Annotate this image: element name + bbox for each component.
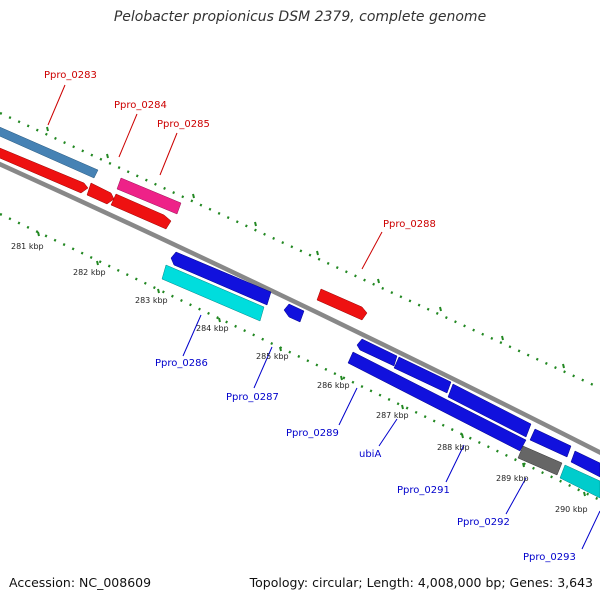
inner-major-tick [583,491,586,497]
gene-label-Ppro_0288[interactable]: Ppro_0288 [383,219,436,230]
inner-tick-track [0,212,600,502]
inner-major-tick [96,260,99,266]
kbp-label: 286 kbp [317,381,350,390]
genome-backbone [0,161,600,455]
gene-Ppro_0284a[interactable] [0,146,89,194]
gene-Ppro_0292[interactable] [517,445,563,476]
inner-major-tick [218,317,221,323]
gene-Ppro_0287[interactable] [283,303,305,323]
gene-Ppro_0289-small[interactable] [356,338,398,367]
gene-Ppro_0285b[interactable] [110,193,172,230]
gene-label-Ppro_0293[interactable]: Ppro_0293 [523,552,576,563]
gene-label-ubiA[interactable]: ubiA [359,449,381,460]
accession-text: Accession: NC_008609 [9,575,152,590]
inner-major-tick [157,288,160,294]
gene-Ppro_0283[interactable] [0,125,99,179]
inner-major-tick [37,231,40,237]
outer-major-tick [192,193,195,199]
outer-major-tick [316,250,319,256]
gene-label-Ppro_0289[interactable]: Ppro_0289 [286,428,339,439]
gene-Ppro_0289[interactable] [347,351,527,452]
outer-tick-track [0,111,600,390]
gene-label-Ppro_0283[interactable]: Ppro_0283 [44,70,97,81]
outer-major-tick [562,363,565,369]
gene-ubiA[interactable] [393,356,452,394]
kbp-label: 289 kbp [496,474,529,483]
outer-major-tick [254,221,257,227]
inner-major-tick [340,375,343,381]
gene-Ppro_0284[interactable] [86,182,115,205]
gene-Ppro_0291[interactable] [447,383,532,438]
gene-Ppro_0291b[interactable] [529,428,572,458]
reverse-leaders [182,314,600,550]
inner-major-tick [401,404,404,410]
inner-major-tick [279,346,282,352]
gene-label-Ppro_0286[interactable]: Ppro_0286 [155,358,208,369]
kbp-label: 281 kbp [11,242,44,251]
gene-Ppro_0286[interactable] [161,264,265,322]
gene-Ppro_0293[interactable] [559,464,600,499]
inner-major-tick [461,433,464,439]
gene-Ppro_0286-upper[interactable] [170,251,272,306]
forward-leaders [47,84,383,270]
gene-label-Ppro_0292[interactable]: Ppro_0292 [457,517,510,528]
gene-label-Ppro_0285[interactable]: Ppro_0285 [157,119,210,130]
kbp-label: 288 kbp [437,443,470,452]
outer-major-tick [377,278,380,284]
kbp-label: 283 kbp [135,296,168,305]
outer-major-tick [501,335,504,341]
kbp-label: 282 kbp [73,268,106,277]
kbp-label: 290 kbp [555,505,588,514]
inner-major-tick [522,462,525,468]
gene-Ppro_0285[interactable] [116,177,182,215]
kbp-label: 287 kbp [376,411,409,420]
gene-Ppro_0288[interactable] [316,288,368,321]
gene-label-Ppro_0291[interactable]: Ppro_0291 [397,485,450,496]
gene-label-Ppro_0287[interactable]: Ppro_0287 [226,392,279,403]
genome-summary-text: Topology: circular; Length: 4,008,000 bp… [249,575,593,590]
map-title: Pelobacter propionicus DSM 2379, complet… [113,9,487,25]
outer-major-tick [46,126,49,132]
kbp-label: 284 kbp [196,324,229,333]
gene-label-Ppro_0284[interactable]: Ppro_0284 [114,100,167,111]
outer-major-tick [106,153,109,159]
kbp-label: 285 kbp [256,352,289,361]
gene-Ppro_0293-blue[interactable] [570,450,600,478]
outer-major-tick [439,306,442,312]
